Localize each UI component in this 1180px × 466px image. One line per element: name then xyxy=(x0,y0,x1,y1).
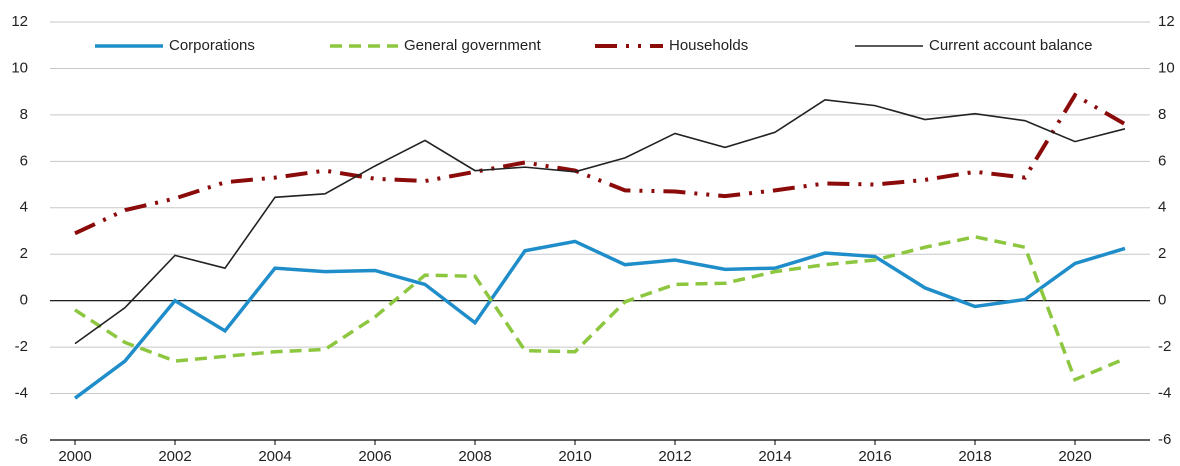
series-line xyxy=(73,239,1126,400)
y-tick-label: 0 xyxy=(20,292,28,309)
legend-label: Corporations xyxy=(169,37,255,54)
y2-tick-label: -4 xyxy=(1158,385,1171,402)
y-tick-label: 6 xyxy=(20,152,28,169)
y2-tick-label: -6 xyxy=(1158,431,1171,448)
y-tick-label: 10 xyxy=(11,59,28,76)
y-tick-label: 8 xyxy=(20,106,28,123)
y2-tick-label: 12 xyxy=(1158,13,1175,30)
y2-tick-label: 8 xyxy=(1158,106,1166,123)
x-tick-label: 2012 xyxy=(658,448,691,465)
x-tick-label: 2014 xyxy=(758,448,791,465)
x-tick-label: 2008 xyxy=(458,448,491,465)
y2-tick-label: 6 xyxy=(1158,152,1166,169)
y2-tick-label: 2 xyxy=(1158,245,1166,262)
y-tick-label: -6 xyxy=(15,431,28,448)
y-tick-label: -2 xyxy=(15,338,28,355)
legend-label: General government xyxy=(404,37,542,54)
series-line xyxy=(74,92,1127,236)
x-tick-label: 2016 xyxy=(858,448,891,465)
y2-tick-label: 10 xyxy=(1158,59,1175,76)
legend-label: Current account balance xyxy=(929,37,1092,54)
x-tick-label: 2006 xyxy=(358,448,391,465)
x-tick-label: 2002 xyxy=(158,448,191,465)
series-line xyxy=(74,98,1126,345)
y2-tick-label: -2 xyxy=(1158,338,1171,355)
y2-tick-label: 4 xyxy=(1158,199,1166,216)
series-line xyxy=(74,235,1126,382)
y-tick-label: 2 xyxy=(20,245,28,262)
x-tick-label: 2020 xyxy=(1058,448,1091,465)
legend-label: Households xyxy=(669,37,748,54)
y-tick-label: -4 xyxy=(15,385,28,402)
x-tick-label: 2000 xyxy=(58,448,91,465)
y-tick-label: 4 xyxy=(20,199,28,216)
x-tick-label: 2010 xyxy=(558,448,591,465)
y2-tick-label: 0 xyxy=(1158,292,1166,309)
y-tick-label: 12 xyxy=(11,13,28,30)
x-tick-label: 2018 xyxy=(958,448,991,465)
x-tick-label: 2004 xyxy=(258,448,291,465)
